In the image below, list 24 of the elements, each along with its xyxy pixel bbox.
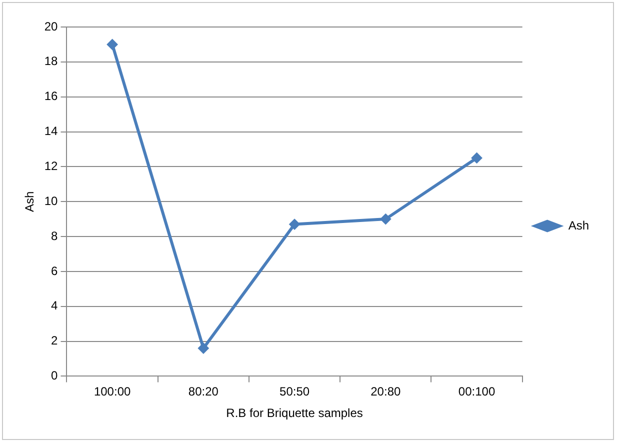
x-tick-label: 00:100 <box>458 384 496 399</box>
y-tick-label: 4 <box>51 298 58 313</box>
y-tick-label: 12 <box>44 158 58 173</box>
x-axis-title: R.B for Briquette samples <box>226 406 363 420</box>
x-tick-label: 100:00 <box>94 384 131 399</box>
point <box>471 152 482 164</box>
y-tick-label: 8 <box>51 228 58 243</box>
x-tick-label: 20:80 <box>370 384 401 399</box>
y-axis-title: Ash <box>22 191 37 212</box>
y-tick-label: 6 <box>51 264 58 278</box>
point <box>380 214 392 225</box>
y-tick-label: 16 <box>44 89 58 104</box>
y-tick-label: 14 <box>44 124 58 138</box>
y-tick-label: 20 <box>44 19 58 34</box>
point <box>289 218 300 230</box>
legend-label: Ash <box>568 218 590 232</box>
x-tick-label: 50:50 <box>280 384 310 399</box>
y-tick-label: 18 <box>44 54 58 68</box>
point <box>106 38 118 50</box>
x-tick-label: 80:20 <box>188 384 219 399</box>
y-tick-label: 10 <box>44 194 58 208</box>
point <box>198 342 209 354</box>
y-tick-label: 0 <box>51 368 58 383</box>
y-tick-label: 2 <box>51 334 58 348</box>
